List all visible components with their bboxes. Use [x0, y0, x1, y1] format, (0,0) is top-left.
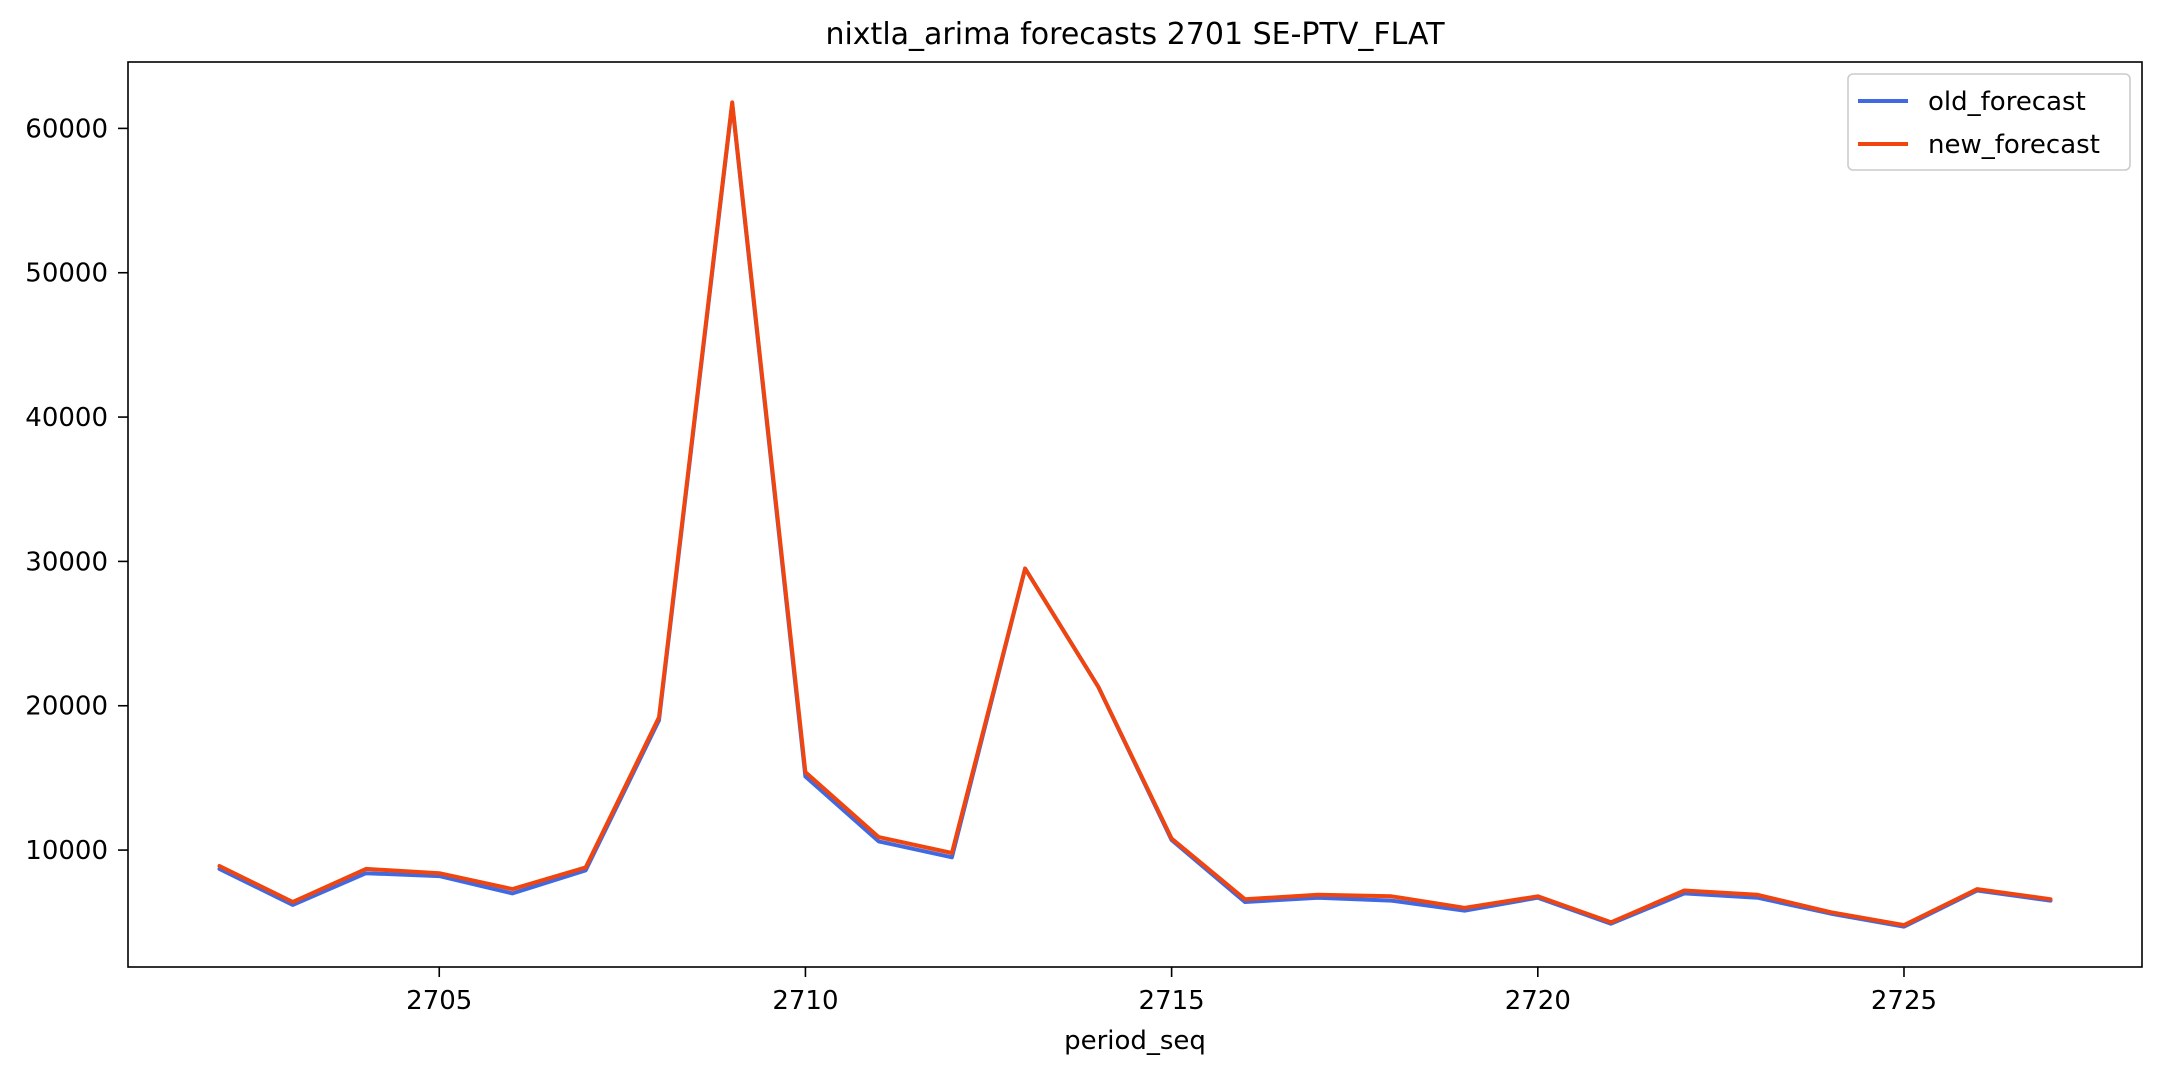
x-tick-label: 2710: [772, 986, 838, 1016]
y-tick-label: 50000: [25, 259, 108, 289]
series-line-old_forecast: [217, 101, 2053, 929]
legend-label-old_forecast: old_forecast: [1928, 87, 2086, 117]
legend-box: [1847, 73, 2131, 171]
series-line-new_forecast: [217, 100, 2053, 928]
x-tick-label: 2725: [1871, 986, 1937, 1016]
y-tick-label: 40000: [25, 403, 108, 433]
x-axis-label: period_seq: [1064, 1026, 1206, 1056]
y-tick-label: 10000: [25, 836, 108, 866]
y-tick-label: 30000: [25, 547, 108, 577]
plot-lines: [217, 100, 2053, 929]
plot-area-frame: [127, 61, 2143, 968]
legend: old_forecast new_forecast: [1847, 73, 2131, 171]
legend-label-new_forecast: new_forecast: [1928, 130, 2100, 160]
x-tick-label: 2720: [1505, 986, 1571, 1016]
y-tick-label: 60000: [25, 114, 108, 144]
axis-ticks: 2705 2710 2715 2720 2725 10000 20000 30000 40000…: [25, 114, 1937, 1016]
y-tick-label: 20000: [25, 692, 108, 722]
x-tick-label: 2715: [1139, 986, 1205, 1016]
x-tick-label: 2705: [406, 986, 472, 1016]
chart-title: nixtla_arima forecasts 2701 SE-PTV_FLAT: [825, 17, 1445, 52]
